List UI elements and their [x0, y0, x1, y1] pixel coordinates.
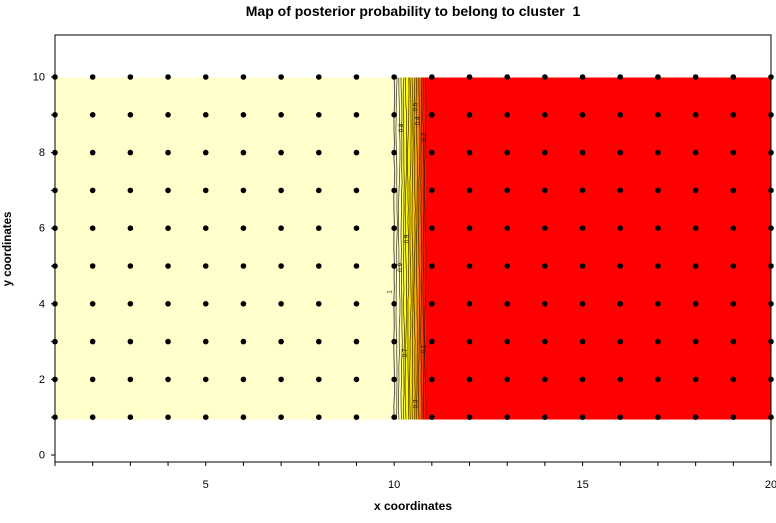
svg-text:6: 6: [39, 223, 45, 235]
svg-text:0.5: 0.5: [412, 102, 419, 111]
svg-text:4: 4: [39, 298, 45, 310]
svg-text:0: 0: [39, 450, 45, 462]
svg-text:0.3: 0.3: [412, 399, 419, 408]
svg-text:0.4: 0.4: [415, 116, 422, 125]
svg-text:20: 20: [765, 479, 776, 491]
svg-text:10: 10: [33, 72, 45, 84]
svg-text:1: 1: [386, 290, 393, 294]
svg-text:5: 5: [203, 479, 209, 491]
svg-text:0.9: 0.9: [397, 263, 404, 272]
svg-text:0.7: 0.7: [402, 348, 409, 357]
svg-text:15: 15: [576, 479, 588, 491]
svg-text:8: 8: [39, 147, 45, 159]
svg-text:2: 2: [39, 374, 45, 386]
svg-text:10: 10: [388, 479, 400, 491]
svg-text:0.8: 0.8: [398, 123, 405, 132]
svg-text:0.1: 0.1: [421, 344, 428, 353]
svg-text:0.2: 0.2: [421, 132, 428, 141]
svg-text:0.9: 0.9: [403, 234, 410, 243]
